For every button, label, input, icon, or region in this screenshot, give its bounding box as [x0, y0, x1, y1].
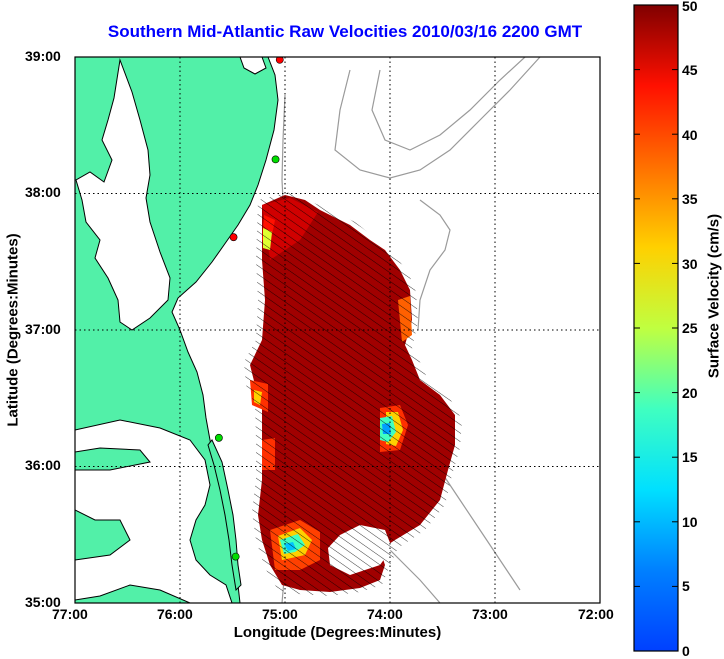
velocity-field: [244, 192, 462, 596]
y-tick: 36:00: [25, 457, 61, 473]
colorbar-tick-marks: [634, 4, 678, 652]
plot-frame: [74, 56, 601, 604]
colorbar-tick: 20: [682, 385, 698, 401]
x-tick: 74:00: [367, 606, 403, 622]
delaware-bay: [239, 57, 267, 75]
y-tick: 35:00: [25, 594, 61, 610]
y-tick: 39:00: [25, 48, 61, 64]
bay: [75, 58, 171, 331]
graticule: [75, 57, 600, 603]
colorbar-tick: 25: [682, 320, 698, 336]
y-tick: 38:00: [25, 184, 61, 200]
map-title: Southern Mid-Atlantic Raw Velocities 201…: [107, 22, 583, 41]
station-marker: [271, 155, 280, 164]
y-tick: 37:00: [25, 321, 61, 337]
colorbar-label: Surface Velocity (cm/s): [705, 213, 723, 379]
station-markers: [214, 57, 284, 561]
colorbar-tick: 35: [682, 191, 698, 207]
map-panel: [75, 57, 600, 603]
colorbar-tick: 0: [682, 643, 690, 659]
station-marker: [275, 57, 284, 64]
x-tick: 73:00: [472, 606, 508, 622]
station-marker: [229, 233, 238, 242]
station-marker: [214, 433, 223, 442]
colorbar-tick: 40: [682, 127, 698, 143]
colorbar-tick: 30: [682, 256, 698, 272]
colorbar-tick: 15: [682, 449, 698, 465]
x-tick: 75:00: [262, 606, 298, 622]
colorbar-tick: 5: [682, 578, 690, 594]
x-tick: 72:00: [578, 606, 614, 622]
colorbar: [633, 4, 679, 652]
colorbar-tick: 50: [682, 0, 698, 14]
x-tick: 77:00: [52, 606, 88, 622]
sounds: [75, 419, 233, 603]
x-axis-label: Longitude (Degrees:Minutes): [233, 624, 442, 641]
colorbar-tick: 10: [682, 514, 698, 530]
y-axis-label: Latitude (Degrees:Minutes): [4, 233, 22, 427]
station-marker: [231, 552, 240, 561]
outer-banks: [207, 439, 242, 592]
colorbar-tick: 45: [682, 62, 698, 78]
x-tick: 76:00: [157, 606, 193, 622]
